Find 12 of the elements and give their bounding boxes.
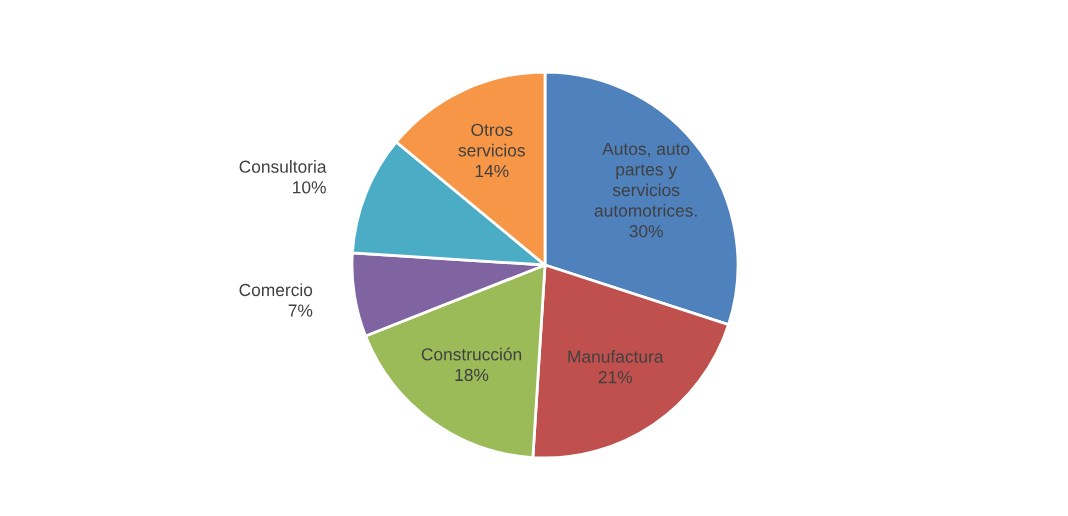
data-label: 10% xyxy=(293,181,326,194)
data-label: 18% xyxy=(455,368,489,382)
data-label: 7% xyxy=(288,304,313,317)
slice-label: Otros servicios xyxy=(458,123,525,157)
slice-label: Manufactura xyxy=(568,350,664,363)
slice-label: Comercio xyxy=(239,283,313,297)
slice-label: Consultoria xyxy=(239,160,327,173)
data-label: 14% xyxy=(475,164,509,178)
data-label: 21% xyxy=(598,371,633,384)
data-label: 30% xyxy=(629,225,663,238)
slice-label: Autos, auto partes y servicios automotrices. xyxy=(594,142,697,217)
slice-label: Construcción xyxy=(421,347,522,361)
